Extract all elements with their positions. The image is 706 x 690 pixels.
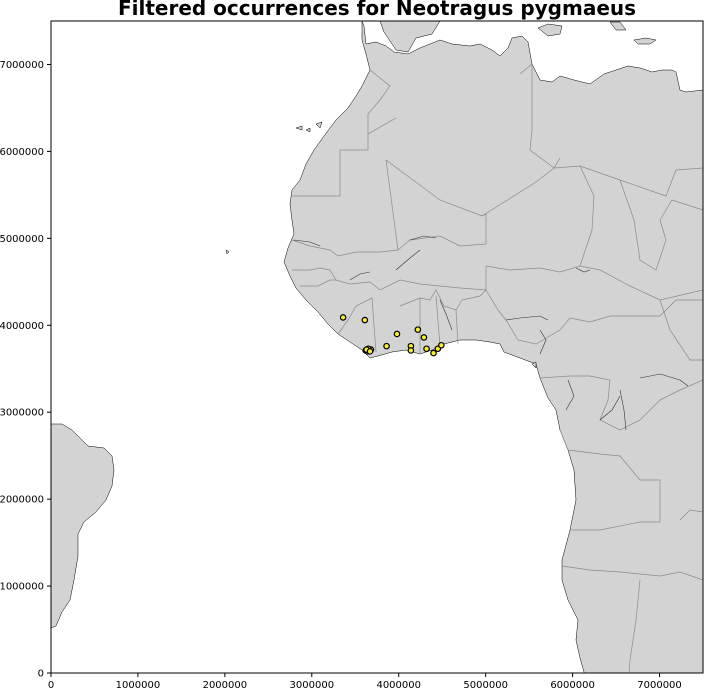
gulf-island <box>531 361 537 369</box>
rivers <box>293 235 689 431</box>
occurrence-point <box>420 334 428 341</box>
cape-verde <box>225 249 230 255</box>
y-tick-label: 5000000 <box>0 234 44 245</box>
x-tick-label: 3000000 <box>290 680 335 690</box>
y-tick-label: 2000000 <box>0 495 44 506</box>
x-axis: 0 1000000 2000000 3000000 4000000 5000000 6000… <box>48 673 682 690</box>
x-tick-label: 4000000 <box>376 680 421 690</box>
x-tick-label: 5000000 <box>463 680 508 690</box>
y-tick-label: 3000000 <box>0 408 44 419</box>
island-fragment <box>537 23 563 37</box>
occurrence-point <box>414 326 422 333</box>
canary-islands <box>295 121 323 133</box>
y-tick-label: 1000000 <box>0 582 44 593</box>
x-tick-label: 1000000 <box>116 680 161 690</box>
africa-landmass <box>283 21 703 673</box>
y-axis: 0 1000000 2000000 3000000 4000000 5000000 6000… <box>0 60 51 680</box>
y-tick-label: 0 <box>38 669 44 680</box>
country-borders <box>291 63 703 673</box>
y-tick-label: 7000000 <box>0 60 44 71</box>
occurrence-point <box>366 348 374 355</box>
south-america-landmass <box>51 423 115 629</box>
island-fragment <box>633 37 657 45</box>
occurrence-point <box>339 314 347 321</box>
occurrence-point <box>407 347 415 354</box>
occurrence-point <box>383 342 390 350</box>
x-tick-label: 6000000 <box>550 680 595 690</box>
basemap <box>51 21 703 673</box>
x-tick-label: 2000000 <box>203 680 248 690</box>
europe-fragment <box>379 21 441 53</box>
occurrence-point <box>430 349 437 357</box>
occurrence-point <box>438 341 445 349</box>
y-tick-label: 4000000 <box>0 321 44 332</box>
occurrence-point <box>361 316 369 324</box>
occurrence-point <box>423 345 430 353</box>
map-title: Filtered occurrences for Neotragus pygma… <box>117 0 637 20</box>
y-tick-label: 6000000 <box>0 147 44 158</box>
occurrence-points <box>339 314 445 357</box>
x-tick-label: 0 <box>48 680 54 690</box>
x-tick-label: 7000000 <box>637 680 682 690</box>
island-fragment <box>609 21 627 31</box>
axes-frame <box>50 20 704 674</box>
occurrence-point <box>393 330 401 338</box>
